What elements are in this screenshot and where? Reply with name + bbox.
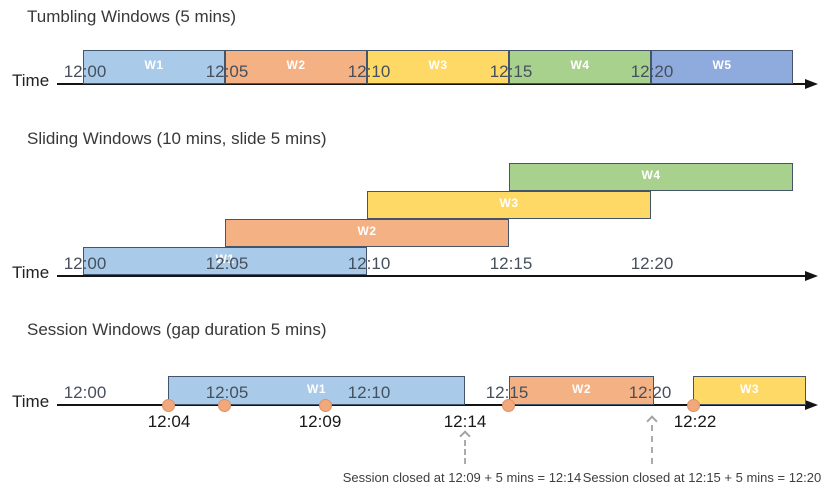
tick-12-05: 12:05: [205, 383, 249, 402]
window-label: W3: [499, 196, 519, 210]
tick-12-05: 12:05: [205, 254, 249, 273]
axis-arrow-icon: [805, 79, 818, 89]
axis-arrow-icon: [805, 400, 818, 410]
tick-12-00: 12:00: [63, 62, 107, 81]
window-label: W1: [307, 381, 326, 396]
window-w3: W3: [367, 191, 651, 219]
section-title-session: Session Windows (gap duration 5 mins): [27, 320, 327, 339]
window-label: W1: [215, 252, 235, 266]
session-closed-annotation: Session closed at 12:15 + 5 mins = 12:20: [582, 470, 822, 485]
window-w2: W2: [509, 376, 654, 405]
tick-12-00: 12:00: [63, 254, 107, 273]
time-axis-session: [57, 404, 809, 406]
window-label: W3: [740, 381, 759, 396]
event-label-12-22: 12:22: [673, 412, 717, 431]
tick-12-15: 12:15: [485, 383, 529, 402]
time-axis-label-tumbling: Time: [12, 71, 50, 90]
tick-12-10: 12:10: [347, 383, 391, 402]
window-label: W2: [572, 381, 591, 396]
event-dot: [318, 398, 332, 412]
tick-12-15: 12:15: [489, 254, 533, 273]
window-label: W3: [428, 58, 448, 72]
event-dot: [217, 398, 231, 412]
time-axis-tumbling: [57, 83, 809, 85]
tick-12-20: 12:20: [630, 254, 674, 273]
window-w2: W2: [225, 219, 509, 247]
window-w1: W1: [168, 376, 465, 405]
tick-12-10: 12:10: [347, 254, 391, 273]
window-w4: W4: [509, 163, 793, 191]
event-label-12-04: 12:04: [147, 412, 191, 431]
window-label: W2: [286, 58, 306, 72]
window-w1: W1: [83, 50, 225, 84]
tick-12-15: 12:15: [489, 62, 533, 81]
annotation-arrow-line: [464, 440, 466, 464]
time-axis-sliding: [57, 275, 809, 277]
window-label: W5: [712, 58, 732, 72]
axis-arrow-icon: [805, 271, 818, 281]
tick-12-00: 12:00: [63, 383, 107, 402]
time-axis-label-session: Time: [12, 392, 50, 411]
window-w3: W3: [367, 50, 509, 84]
tick-12-20: 12:20: [628, 383, 672, 402]
section-title-sliding: Sliding Windows (10 mins, slide 5 mins): [27, 129, 327, 148]
event-dot: [161, 398, 175, 412]
window-label: W4: [641, 168, 661, 182]
tick-12-20: 12:20: [630, 62, 674, 81]
event-dot: [686, 398, 700, 412]
event-dot: [501, 398, 515, 412]
tick-12-05: 12:05: [205, 62, 249, 81]
section-title-tumbling: Tumbling Windows (5 mins): [27, 7, 237, 26]
window-label: W1: [144, 58, 164, 72]
window-w2: W2: [225, 50, 367, 84]
window-w1: W1: [83, 247, 367, 275]
time-axis-label-sliding: Time: [12, 263, 50, 282]
window-w5: W5: [651, 50, 793, 84]
event-label-12-09: 12:09: [298, 412, 342, 431]
window-label: W4: [570, 58, 590, 72]
event-label-12-14: 12:14: [443, 412, 487, 431]
window-w4: W4: [509, 50, 651, 84]
window-w3: W3: [693, 376, 806, 405]
session-closed-annotation: Session closed at 12:09 + 5 mins = 12:14: [342, 470, 582, 485]
annotation-arrow-line: [651, 425, 653, 464]
tick-12-10: 12:10: [347, 62, 391, 81]
window-label: W2: [357, 224, 377, 238]
